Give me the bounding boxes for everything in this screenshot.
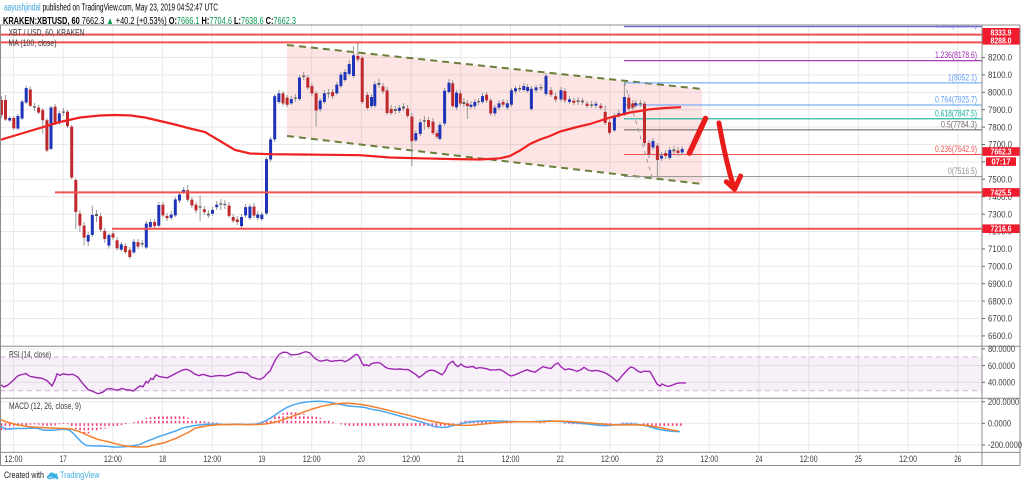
svg-text:7400.0: 7400.0 <box>988 192 1012 202</box>
svg-text:60.0000: 60.0000 <box>988 361 1015 371</box>
svg-text:8288.0: 8288.0 <box>991 35 1012 45</box>
svg-text:6600.0: 6600.0 <box>988 331 1012 341</box>
svg-text:22: 22 <box>557 454 564 464</box>
svg-text:12:00: 12:00 <box>104 454 122 464</box>
svg-text:12:00: 12:00 <box>5 454 23 464</box>
svg-text:0.236(7642.9): 0.236(7642.9) <box>935 144 977 154</box>
svg-text:1.382(8333.9): 1.382(8333.9) <box>935 19 977 29</box>
svg-text:6900.0: 6900.0 <box>988 279 1012 289</box>
svg-text:7500.0: 7500.0 <box>988 175 1012 185</box>
svg-text:0.764(7925.7): 0.764(7925.7) <box>935 95 977 105</box>
svg-text:17: 17 <box>60 454 67 464</box>
svg-text:07:17: 07:17 <box>992 157 1011 167</box>
svg-text:7000.0: 7000.0 <box>988 262 1012 272</box>
svg-text:aayushjindal published on Trad: aayushjindal published on TradingView.co… <box>4 3 218 14</box>
svg-text:7100.0: 7100.0 <box>988 244 1012 254</box>
svg-text:0.5(7784.3): 0.5(7784.3) <box>941 119 977 129</box>
svg-text:23: 23 <box>656 454 663 464</box>
svg-text:7300.0: 7300.0 <box>988 209 1012 219</box>
svg-text:7800.0: 7800.0 <box>988 122 1012 132</box>
svg-text:MA (100, close): MA (100, close) <box>9 38 57 49</box>
svg-text:12:00: 12:00 <box>899 454 917 464</box>
svg-text:26: 26 <box>954 454 961 464</box>
svg-text:25: 25 <box>855 454 862 464</box>
svg-text:8100.0: 8100.0 <box>988 70 1012 80</box>
svg-text:21: 21 <box>457 454 464 464</box>
svg-text:40.0000: 40.0000 <box>988 378 1015 388</box>
svg-text:KRAKEN:XBTUSD, 60 7662.3 ▲ +40: KRAKEN:XBTUSD, 60 7662.3 ▲ +40.2 (+0.53%… <box>3 16 296 27</box>
svg-text:1.236(8178.6): 1.236(8178.6) <box>935 50 977 60</box>
svg-text:12:00: 12:00 <box>502 454 520 464</box>
svg-text:-200.0000: -200.0000 <box>988 440 1022 450</box>
svg-text:7900.0: 7900.0 <box>988 105 1012 115</box>
svg-text:24: 24 <box>756 454 763 464</box>
svg-text:MACD (12, 26, close, 9): MACD (12, 26, close, 9) <box>9 401 81 412</box>
svg-text:200.0000: 200.0000 <box>988 397 1019 407</box>
svg-text:7425.5: 7425.5 <box>991 187 1012 197</box>
svg-text:12:00: 12:00 <box>700 454 718 464</box>
svg-text:8333.9: 8333.9 <box>991 27 1012 37</box>
svg-text:1(8052.1): 1(8052.1) <box>948 72 977 82</box>
svg-text:Created with: Created with <box>4 470 44 481</box>
svg-text:12:00: 12:00 <box>800 454 818 464</box>
svg-text:TradingView: TradingView <box>60 470 100 481</box>
svg-text:0(7516.5): 0(7516.5) <box>948 166 977 176</box>
svg-text:XBT / USD, 60, KRAKEN: XBT / USD, 60, KRAKEN <box>9 28 85 39</box>
svg-text:19: 19 <box>259 454 266 464</box>
svg-text:6800.0: 6800.0 <box>988 296 1012 306</box>
svg-text:12:00: 12:00 <box>203 454 221 464</box>
svg-text:0.0000: 0.0000 <box>988 419 1011 429</box>
svg-text:18: 18 <box>159 454 166 464</box>
svg-text:80.0000: 80.0000 <box>988 344 1015 354</box>
svg-text:6700.0: 6700.0 <box>988 314 1012 324</box>
svg-text:0.618(7847.5): 0.618(7847.5) <box>935 108 977 118</box>
svg-text:8000.0: 8000.0 <box>988 88 1012 98</box>
svg-text:12:00: 12:00 <box>601 454 619 464</box>
svg-text:12:00: 12:00 <box>402 454 420 464</box>
svg-text:12:00: 12:00 <box>303 454 321 464</box>
svg-text:20: 20 <box>358 454 365 464</box>
svg-text:7662.3: 7662.3 <box>991 147 1012 157</box>
svg-text:7700.0: 7700.0 <box>988 140 1012 150</box>
svg-text:7216.6: 7216.6 <box>991 224 1012 234</box>
svg-text:RSI (14, close): RSI (14, close) <box>9 349 51 360</box>
svg-text:8200.0: 8200.0 <box>988 53 1012 63</box>
